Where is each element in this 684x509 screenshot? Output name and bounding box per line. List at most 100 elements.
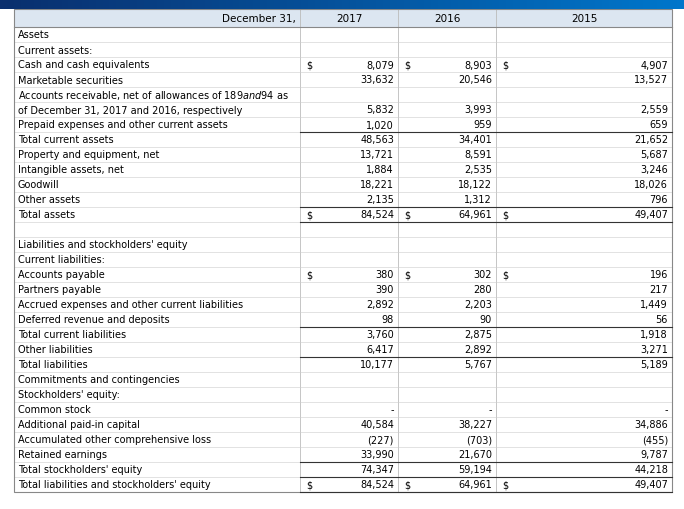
Bar bbox=[677, 0, 684, 10]
Text: (227): (227) bbox=[367, 435, 394, 445]
Text: Intangible assets, net: Intangible assets, net bbox=[18, 165, 124, 175]
Bar bbox=[486, 0, 492, 10]
Bar bbox=[137, 0, 144, 10]
Text: Total current assets: Total current assets bbox=[18, 135, 114, 145]
Bar bbox=[171, 0, 178, 10]
Text: 44,218: 44,218 bbox=[634, 465, 668, 474]
Bar bbox=[636, 0, 643, 10]
Bar bbox=[342, 0, 349, 10]
Text: 8,079: 8,079 bbox=[366, 61, 394, 70]
Bar bbox=[335, 0, 342, 10]
Bar bbox=[7, 0, 14, 10]
Text: Additional paid-in capital: Additional paid-in capital bbox=[18, 420, 140, 430]
Text: 659: 659 bbox=[650, 120, 668, 130]
Text: 5,189: 5,189 bbox=[640, 360, 668, 370]
Bar bbox=[55, 0, 62, 10]
Text: (455): (455) bbox=[642, 435, 668, 445]
Bar bbox=[438, 0, 445, 10]
Text: Accrued expenses and other current liabilities: Accrued expenses and other current liabi… bbox=[18, 300, 243, 310]
Bar bbox=[520, 0, 527, 10]
Bar bbox=[253, 0, 260, 10]
Text: 196: 196 bbox=[650, 270, 668, 280]
Text: 9,787: 9,787 bbox=[640, 449, 668, 460]
Bar bbox=[89, 0, 96, 10]
Bar bbox=[301, 0, 308, 10]
Text: 2,892: 2,892 bbox=[464, 345, 492, 355]
Bar bbox=[458, 0, 465, 10]
Text: $: $ bbox=[404, 61, 410, 70]
Text: 49,407: 49,407 bbox=[634, 210, 668, 220]
Text: 21,652: 21,652 bbox=[634, 135, 668, 145]
Text: 74,347: 74,347 bbox=[360, 465, 394, 474]
Text: Other assets: Other assets bbox=[18, 195, 80, 205]
Bar bbox=[568, 0, 575, 10]
Bar bbox=[417, 0, 424, 10]
Text: Marketable securities: Marketable securities bbox=[18, 75, 123, 86]
Text: Common stock: Common stock bbox=[18, 405, 91, 415]
Bar bbox=[239, 0, 246, 10]
Bar bbox=[27, 0, 34, 10]
Text: $: $ bbox=[502, 270, 508, 280]
Text: 280: 280 bbox=[473, 285, 492, 295]
Bar bbox=[123, 0, 130, 10]
Text: 3,246: 3,246 bbox=[640, 165, 668, 175]
Text: 40,584: 40,584 bbox=[360, 420, 394, 430]
Bar bbox=[41, 0, 48, 10]
Text: 390: 390 bbox=[376, 285, 394, 295]
Text: Prepaid expenses and other current assets: Prepaid expenses and other current asset… bbox=[18, 120, 228, 130]
Text: $: $ bbox=[502, 61, 508, 70]
Bar bbox=[369, 0, 376, 10]
Bar bbox=[103, 0, 109, 10]
Text: Accounts payable: Accounts payable bbox=[18, 270, 105, 280]
Text: $: $ bbox=[306, 479, 312, 490]
Bar bbox=[431, 0, 438, 10]
Text: 64,961: 64,961 bbox=[458, 210, 492, 220]
Bar bbox=[472, 0, 479, 10]
Text: 18,026: 18,026 bbox=[634, 180, 668, 190]
Text: 2015: 2015 bbox=[571, 14, 597, 24]
Text: Retained earnings: Retained earnings bbox=[18, 449, 107, 460]
Text: 33,632: 33,632 bbox=[360, 75, 394, 86]
Bar bbox=[75, 0, 82, 10]
Text: Cash and cash equivalents: Cash and cash equivalents bbox=[18, 61, 150, 70]
Bar bbox=[246, 0, 253, 10]
Text: of December 31, 2017 and 2016, respectively: of December 31, 2017 and 2016, respectiv… bbox=[18, 105, 242, 115]
Bar bbox=[130, 0, 137, 10]
Text: 1,918: 1,918 bbox=[640, 330, 668, 340]
Text: 302: 302 bbox=[473, 270, 492, 280]
Bar bbox=[280, 0, 287, 10]
Bar bbox=[657, 0, 663, 10]
Bar bbox=[192, 0, 198, 10]
Bar bbox=[445, 0, 451, 10]
Bar bbox=[499, 0, 506, 10]
Text: 2,559: 2,559 bbox=[640, 105, 668, 115]
Text: 6,417: 6,417 bbox=[366, 345, 394, 355]
Bar bbox=[62, 0, 68, 10]
Bar bbox=[561, 0, 568, 10]
Text: 5,767: 5,767 bbox=[464, 360, 492, 370]
Bar bbox=[109, 0, 116, 10]
Bar bbox=[14, 0, 21, 10]
Bar bbox=[643, 0, 650, 10]
Bar bbox=[595, 0, 602, 10]
Text: 38,227: 38,227 bbox=[458, 420, 492, 430]
Bar bbox=[554, 0, 561, 10]
Bar bbox=[616, 0, 622, 10]
Text: December 31,: December 31, bbox=[222, 14, 296, 24]
Text: Deferred revenue and deposits: Deferred revenue and deposits bbox=[18, 315, 170, 325]
Text: 18,221: 18,221 bbox=[360, 180, 394, 190]
Text: Commitments and contingencies: Commitments and contingencies bbox=[18, 375, 180, 385]
Bar bbox=[308, 0, 315, 10]
Text: Accumulated other comprehensive loss: Accumulated other comprehensive loss bbox=[18, 435, 211, 445]
Bar bbox=[260, 0, 267, 10]
Text: 5,687: 5,687 bbox=[640, 150, 668, 160]
Text: $: $ bbox=[404, 210, 410, 220]
Bar bbox=[157, 0, 164, 10]
Text: 5,832: 5,832 bbox=[366, 105, 394, 115]
Text: 2,135: 2,135 bbox=[366, 195, 394, 205]
Bar bbox=[185, 0, 192, 10]
Text: 2017: 2017 bbox=[336, 14, 363, 24]
Bar bbox=[34, 0, 41, 10]
Text: Total assets: Total assets bbox=[18, 210, 75, 220]
Text: 959: 959 bbox=[473, 120, 492, 130]
